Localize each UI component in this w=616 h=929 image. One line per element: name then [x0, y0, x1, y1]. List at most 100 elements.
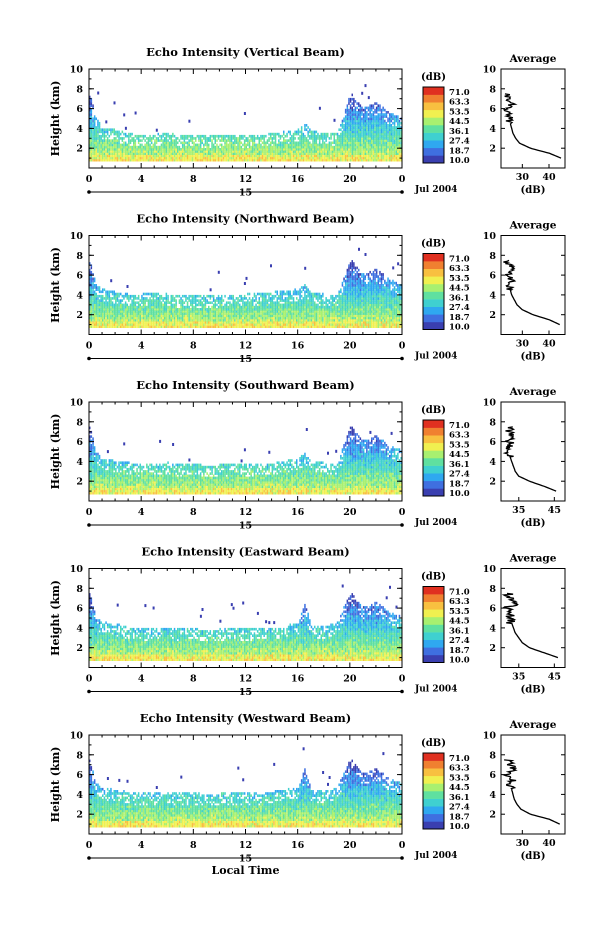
echo-cell	[191, 294, 194, 298]
echo-cell	[283, 299, 285, 302]
echo-cell	[284, 154, 287, 158]
echo-cell	[100, 141, 102, 145]
echo-cell	[304, 154, 306, 158]
echo-cell	[175, 143, 177, 147]
echo-cell	[279, 152, 282, 155]
echo-cell	[265, 134, 267, 138]
echo-cell	[172, 158, 174, 162]
echo-cell	[128, 150, 130, 153]
echo-cell	[193, 145, 195, 149]
echo-cell	[291, 294, 293, 298]
echo-cell	[222, 137, 225, 140]
echo-cell	[178, 145, 181, 149]
echo-cell	[139, 143, 141, 147]
echo-cell	[126, 156, 128, 160]
echo-cell	[265, 141, 267, 145]
echo-cell	[296, 297, 298, 300]
echo-cell	[167, 156, 169, 160]
echo-cell	[222, 150, 225, 153]
echo-cell	[203, 152, 205, 155]
echo-cell	[168, 152, 171, 155]
echo-cell	[309, 128, 311, 131]
echo-cell	[351, 97, 353, 101]
echo-cell	[258, 297, 260, 300]
echo-cell	[172, 132, 174, 136]
echo-cell	[253, 150, 256, 153]
echo-cell	[190, 294, 192, 298]
echo-cell	[147, 139, 150, 142]
echo-cell	[110, 152, 112, 155]
echo-cell	[115, 141, 117, 145]
echo-cell	[212, 150, 215, 153]
echo-cell	[216, 148, 218, 151]
echo-cell	[92, 106, 94, 110]
echo-cell	[196, 150, 199, 153]
echo-cell	[232, 154, 234, 158]
echo-cell	[304, 148, 306, 151]
echo-cell	[283, 145, 285, 149]
echo-cell	[108, 128, 111, 131]
echo-cell	[162, 158, 164, 162]
echo-cell	[137, 156, 140, 160]
echo-cell	[239, 154, 241, 158]
echo-cell	[93, 128, 96, 131]
echo-cell	[124, 134, 127, 138]
echo-cell	[330, 132, 332, 136]
echo-cell	[129, 134, 132, 138]
echo-cell	[214, 145, 216, 149]
colorbar-swatch	[423, 94, 444, 103]
echo-cell	[139, 145, 141, 149]
echo-cell	[128, 143, 130, 147]
echo-cell	[235, 139, 238, 142]
echo-cell	[353, 108, 355, 112]
echo-cell	[211, 148, 213, 151]
echo-cell	[100, 290, 102, 294]
echo-cell	[147, 299, 150, 302]
echo-cell	[170, 137, 172, 140]
echo-cell	[211, 154, 213, 158]
echo-cell	[227, 148, 230, 151]
echo-cell	[274, 156, 277, 160]
echo-cell	[93, 148, 96, 151]
echo-cell	[159, 139, 161, 142]
echo-cell	[245, 297, 247, 300]
echo-cell	[263, 134, 265, 138]
echo-cell	[287, 148, 290, 151]
echo-cell	[201, 139, 203, 142]
echo-cell	[292, 152, 295, 155]
echo-cell	[164, 158, 166, 162]
echo-cell	[281, 158, 283, 162]
echo-cell	[162, 143, 164, 147]
echo-cell	[229, 156, 231, 160]
echo-cell	[258, 154, 260, 158]
echo-cell	[102, 156, 104, 160]
echo-cell	[211, 158, 213, 162]
echo-cell	[164, 141, 166, 145]
echo-cell	[237, 154, 239, 158]
echo-cell	[268, 292, 270, 296]
echo-cell	[133, 156, 135, 160]
echo-cell	[235, 137, 238, 140]
echo-cell	[142, 297, 145, 300]
echo-cell	[217, 152, 220, 155]
echo-cell	[195, 137, 197, 140]
echo-cell	[284, 156, 287, 160]
echo-cell	[235, 150, 238, 153]
echo-cell	[297, 156, 300, 160]
echo-cell	[89, 113, 91, 116]
echo-cell	[224, 143, 226, 147]
echo-cell	[95, 137, 97, 140]
echo-cell	[279, 303, 282, 307]
echo-cell	[300, 128, 303, 131]
echo-cell	[289, 139, 291, 142]
echo-cell	[193, 152, 195, 155]
echo-cell	[276, 152, 278, 155]
echo-cell	[133, 139, 135, 142]
echo-cell	[93, 139, 96, 142]
echo-cell	[100, 294, 102, 298]
echo-cell	[123, 303, 125, 307]
echo-cell	[113, 158, 115, 162]
echo-cell	[160, 294, 163, 298]
colorbar-swatch	[423, 125, 444, 133]
echo-cell	[105, 156, 107, 160]
